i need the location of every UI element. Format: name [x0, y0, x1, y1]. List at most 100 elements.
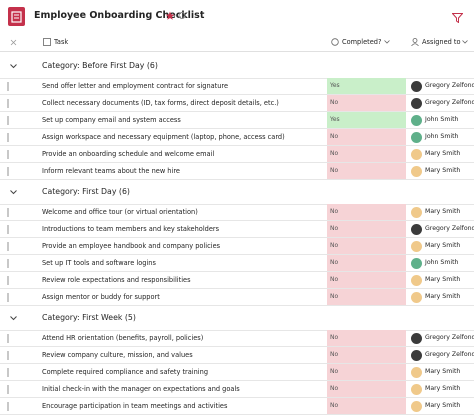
column-completed[interactable]: Completed? [342, 38, 382, 46]
assignee-name[interactable]: Mary Smith [425, 402, 461, 409]
list-row[interactable]: Assign workspace and necessary equipment… [0, 129, 474, 146]
list-row[interactable]: Encourage participation in team meetings… [0, 398, 474, 415]
assignee-avatar [411, 366, 422, 378]
row-handle[interactable] [7, 150, 9, 159]
assignee-name[interactable]: Mary Smith [425, 293, 461, 300]
group-chevron[interactable] [10, 316, 17, 321]
list-row[interactable]: Set up IT tools and software logins No Joh… [0, 255, 474, 272]
task-text: Complete required compliance and safety … [42, 368, 209, 376]
row-handle[interactable] [7, 351, 9, 360]
row-handle[interactable] [7, 276, 9, 285]
assignee-name[interactable]: Gregory Zelfond [425, 82, 474, 89]
assignee-name[interactable]: Gregory Zelfond [425, 225, 474, 232]
column-task[interactable]: Task [54, 38, 69, 46]
completed-cell: No [327, 221, 406, 237]
completed-cell: No [327, 381, 406, 397]
list-row[interactable]: Review role expectations and responsibil… [0, 272, 474, 289]
assignee-avatar [411, 274, 422, 286]
assignee-avatar [411, 97, 422, 109]
list-row[interactable]: Provide an onboarding schedule and welco… [0, 146, 474, 163]
row-handle[interactable] [7, 82, 9, 91]
row-handle[interactable] [7, 242, 9, 251]
assignee-avatar [411, 240, 422, 252]
list-row[interactable]: Attend HR orientation (benefits, payroll… [0, 330, 474, 347]
assignee-name[interactable]: Mary Smith [425, 150, 461, 157]
completed-cell: No [327, 398, 406, 414]
assignee-avatar [411, 400, 422, 412]
assignee-name[interactable]: John Smith [425, 116, 459, 123]
assignee-name[interactable]: Mary Smith [425, 368, 461, 375]
row-handle[interactable] [7, 334, 9, 343]
task-text: Review company culture, mission, and val… [42, 351, 193, 359]
row-handle[interactable] [7, 368, 9, 377]
row-handle[interactable] [7, 116, 9, 125]
select-all[interactable] [10, 39, 17, 46]
list-row[interactable]: Collect necessary documents (ID, tax for… [0, 95, 474, 112]
filter-button[interactable] [452, 13, 463, 23]
assignee-name[interactable]: Mary Smith [425, 385, 461, 392]
completed-value: No [330, 293, 339, 300]
completed-value: No [330, 133, 339, 140]
choice-column-icon [331, 38, 339, 46]
assignee-name[interactable]: John Smith [425, 133, 459, 140]
assignee-avatar [411, 148, 422, 160]
completed-cell: No [327, 129, 406, 145]
list-row[interactable]: Provide an employee handbook and company… [0, 238, 474, 255]
group-header[interactable]: Category: First Day (6) [0, 180, 474, 205]
assignee-name[interactable]: Gregory Zelfond [425, 351, 474, 358]
group-chevron[interactable] [10, 64, 17, 69]
completed-value: No [330, 208, 339, 215]
list-row[interactable]: Welcome and office tour (or virtual orie… [0, 204, 474, 221]
text-column-icon [43, 38, 51, 46]
completed-cell: No [327, 95, 406, 111]
row-handle[interactable] [7, 385, 9, 394]
list-row[interactable]: Assign mentor or buddy for support No Mary… [0, 289, 474, 306]
completed-value: No [330, 334, 339, 341]
assignee-name[interactable]: Gregory Zelfond [425, 334, 474, 341]
row-handle[interactable] [7, 167, 9, 176]
column-chevron [462, 40, 468, 44]
completed-value: Yes [330, 82, 340, 89]
assignee-name[interactable]: John Smith [425, 259, 459, 266]
completed-value: No [330, 225, 339, 232]
list-row[interactable]: Set up company email and system access Ye… [0, 112, 474, 129]
assignee-avatar [411, 165, 422, 177]
completed-value: No [330, 259, 339, 266]
assignee-name[interactable]: Gregory Zelfond [425, 99, 474, 106]
row-handle[interactable] [7, 225, 9, 234]
assignee-name[interactable]: Mary Smith [425, 208, 461, 215]
group-header[interactable]: Category: Before First Day (6) [0, 54, 474, 79]
group-chevron[interactable] [10, 190, 17, 195]
list-row[interactable]: Introductions to team members and key st… [0, 221, 474, 238]
completed-value: No [330, 167, 339, 174]
assignee-name[interactable]: Mary Smith [425, 242, 461, 249]
task-text: Set up company email and system access [42, 116, 181, 124]
list-row[interactable]: Initial check-in with the manager on exp… [0, 381, 474, 398]
row-handle[interactable] [7, 133, 9, 142]
row-handle[interactable] [7, 293, 9, 302]
row-handle[interactable] [7, 402, 9, 411]
title-icons[interactable] [166, 11, 188, 21]
assignee-avatar [411, 332, 422, 344]
group-header[interactable]: Category: First Week (5) [0, 306, 474, 331]
list-row[interactable]: Send offer letter and employment contrac… [0, 78, 474, 95]
list-row[interactable]: Complete required compliance and safety … [0, 364, 474, 381]
person-column-icon [411, 38, 419, 46]
task-text: Review role expectations and responsibil… [42, 276, 191, 284]
row-handle[interactable] [7, 208, 9, 217]
group-label: Category: First Week (5) [42, 313, 136, 322]
assignee-avatar [411, 131, 422, 143]
assignee-name[interactable]: Mary Smith [425, 276, 461, 283]
completed-value: No [330, 242, 339, 249]
list-row[interactable]: Review company culture, mission, and val… [0, 347, 474, 364]
completed-value: No [330, 99, 339, 106]
assignee-avatar [411, 383, 422, 395]
completed-cell: No [327, 330, 406, 346]
list-row[interactable]: Inform relevant teams about the new hire… [0, 163, 474, 180]
row-handle[interactable] [7, 99, 9, 108]
list-icon [8, 7, 25, 26]
assignee-name[interactable]: Mary Smith [425, 167, 461, 174]
column-assigned[interactable]: Assigned to [422, 38, 461, 46]
task-text: Assign workspace and necessary equipment… [42, 133, 285, 141]
row-handle[interactable] [7, 259, 9, 268]
